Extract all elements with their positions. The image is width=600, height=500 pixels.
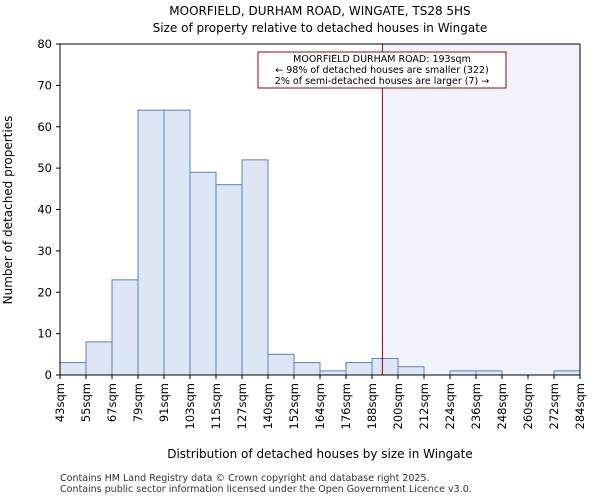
x-tick-label: 67sqm — [105, 383, 119, 422]
bar-91sqm — [163, 109, 191, 376]
bar-79sqm — [137, 109, 165, 376]
bar-200sqm — [397, 366, 425, 376]
y-tick-label: 30 — [37, 244, 52, 258]
bar-236sqm — [475, 370, 503, 376]
x-tick-label: 103sqm — [183, 383, 197, 429]
x-tick-label: 79sqm — [131, 383, 145, 422]
bar-140sqm — [267, 353, 295, 376]
bar-55sqm — [85, 341, 113, 376]
y-tick-label: 70 — [37, 78, 52, 92]
x-tick-label: 236sqm — [469, 383, 483, 429]
y-tick-label: 50 — [37, 161, 52, 175]
bar-43sqm — [59, 362, 87, 376]
x-tick-label: 55sqm — [79, 383, 93, 422]
x-tick-label: 212sqm — [417, 383, 431, 429]
y-axis-title: Number of detached properties — [1, 116, 15, 305]
x-tick-label: 164sqm — [313, 383, 327, 429]
bar-164sqm — [319, 370, 347, 376]
x-tick-label: 272sqm — [547, 383, 561, 429]
x-tick-label: 91sqm — [157, 383, 171, 422]
x-tick-label: 176sqm — [339, 383, 353, 429]
bar-224sqm — [449, 370, 477, 376]
y-tick-label: 80 — [37, 37, 52, 51]
bar-115sqm — [215, 184, 243, 376]
bar-176sqm — [345, 362, 373, 376]
y-tick-label: 20 — [37, 285, 52, 299]
footer-line1: Contains HM Land Registry data © Crown c… — [60, 473, 430, 484]
chart-subtitle: Size of property relative to detached ho… — [153, 21, 488, 35]
x-tick-label: 260sqm — [521, 383, 535, 429]
bar-272sqm — [553, 370, 581, 376]
x-axis-title: Distribution of detached houses by size … — [167, 447, 473, 461]
y-tick-label: 0 — [45, 368, 52, 382]
x-tick-label: 188sqm — [365, 383, 379, 429]
x-tick-label: 284sqm — [573, 383, 587, 429]
annotation-line1: MOORFIELD DURHAM ROAD: 193sqm — [293, 54, 471, 65]
y-tick-label: 10 — [37, 327, 52, 341]
bar-152sqm — [293, 362, 321, 376]
x-tick-label: 152sqm — [287, 383, 301, 429]
x-tick-label: 43sqm — [53, 383, 67, 422]
x-tick-label: 224sqm — [443, 383, 457, 429]
x-tick-label: 127sqm — [235, 383, 249, 429]
highlight-region — [382, 44, 580, 375]
y-tick-label: 40 — [37, 203, 52, 217]
chart-title: MOORFIELD, DURHAM ROAD, WINGATE, TS28 5H… — [169, 4, 470, 18]
x-tick-label: 115sqm — [209, 383, 223, 429]
bar-127sqm — [241, 159, 269, 376]
x-tick-label: 248sqm — [495, 383, 509, 429]
bar-67sqm — [111, 279, 139, 376]
annotation-line2: ← 98% of detached houses are smaller (32… — [275, 65, 488, 76]
annotation-box: MOORFIELD DURHAM ROAD: 193sqm ← 98% of d… — [257, 51, 507, 89]
y-tick-label: 60 — [37, 120, 52, 134]
annotation-line3: 2% of semi-detached houses are larger (7… — [275, 76, 489, 87]
bar-188sqm — [371, 357, 399, 376]
x-tick-label: 200sqm — [391, 383, 405, 429]
footer-line2: Contains public sector information licen… — [60, 484, 472, 495]
x-tick-label: 140sqm — [261, 383, 275, 429]
bar-103sqm — [189, 171, 217, 376]
